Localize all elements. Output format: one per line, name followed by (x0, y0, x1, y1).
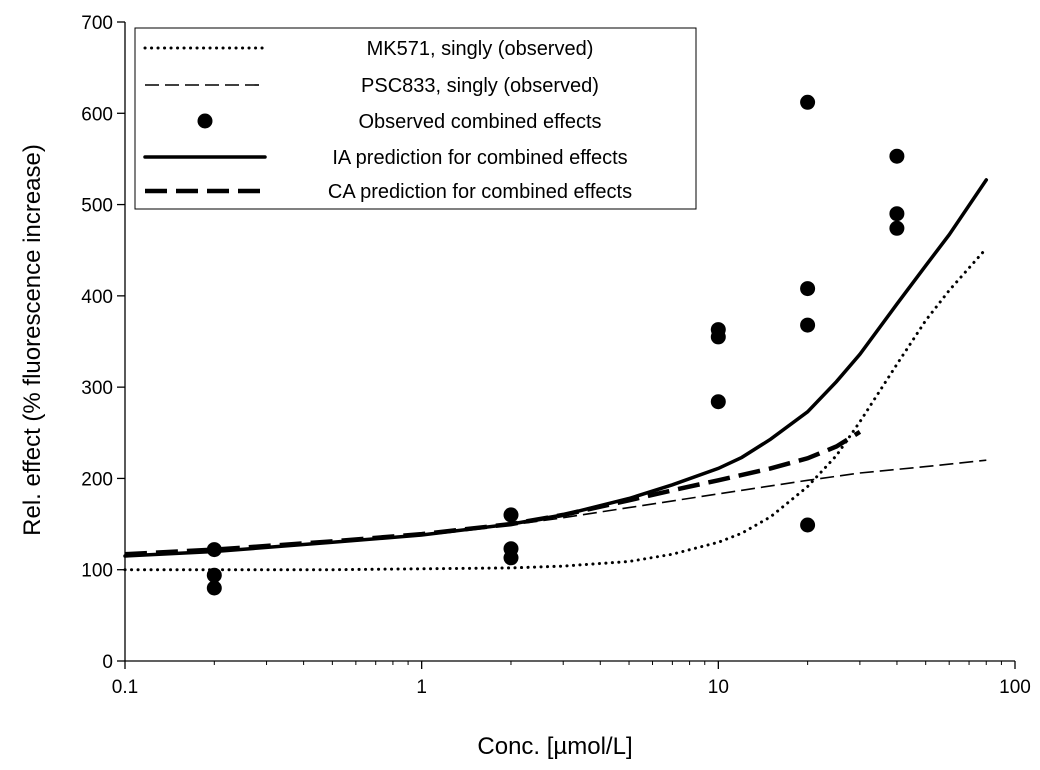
legend-swatch (197, 113, 213, 129)
series-line-0 (123, 246, 988, 572)
x-tick-label: 1 (416, 677, 427, 698)
y-tick-label: 200 (81, 469, 113, 490)
x-tick-label: 100 (999, 677, 1031, 698)
data-point (710, 329, 726, 345)
axes (117, 21, 1016, 669)
data-point (503, 507, 519, 523)
series-lines (123, 178, 989, 572)
x-axis-title: Conc. [µmol/L] (477, 733, 632, 760)
legend-label: IA prediction for combined effects (332, 147, 627, 169)
y-tick-label: 400 (81, 287, 113, 308)
legend-label: Observed combined effects (358, 111, 601, 133)
legend-entry: Observed combined effects (197, 111, 602, 133)
y-tick-label: 600 (81, 104, 113, 125)
legend-entry: CA prediction for combined effects (145, 181, 632, 203)
y-tick-label: 500 (81, 196, 113, 217)
x-tick-label: 10 (708, 677, 729, 698)
y-tick-label: 700 (81, 13, 113, 34)
y-tick-label: 0 (102, 652, 113, 673)
series-line-1 (124, 459, 987, 557)
x-tick-label: 0.1 (112, 677, 138, 698)
data-point (206, 567, 222, 583)
tick-labels: 0 100 200 300 400 500 600 700 0.1 1 10 100 (81, 13, 1031, 698)
data-point (206, 580, 222, 596)
y-tick-label: 100 (81, 561, 113, 582)
data-point (800, 317, 816, 333)
data-point (889, 220, 905, 236)
legend-entry: PSC833, singly (observed) (145, 75, 599, 97)
data-point (800, 517, 816, 533)
data-point (889, 148, 905, 164)
data-point (889, 206, 905, 222)
data-point (206, 542, 222, 558)
data-point (503, 550, 519, 566)
data-point (800, 94, 816, 110)
legend-entry: MK571, singly (observed) (143, 38, 594, 60)
legend-label: CA prediction for combined effects (328, 181, 632, 203)
legend-label: PSC833, singly (observed) (361, 75, 599, 97)
data-point (710, 394, 726, 410)
y-axis-title: Rel. effect (% fluorescence increase) (19, 144, 46, 536)
series-line-4 (124, 429, 862, 557)
legend-label: MK571, singly (observed) (367, 38, 594, 60)
legend: MK571, singly (observed) PSC833, singly (… (134, 27, 697, 210)
data-point (800, 281, 816, 297)
legend-entry: IA prediction for combined effects (143, 147, 628, 169)
y-tick-label: 300 (81, 378, 113, 399)
series-line-3 (123, 178, 989, 558)
series-points (206, 94, 905, 596)
legend-box (134, 27, 697, 210)
